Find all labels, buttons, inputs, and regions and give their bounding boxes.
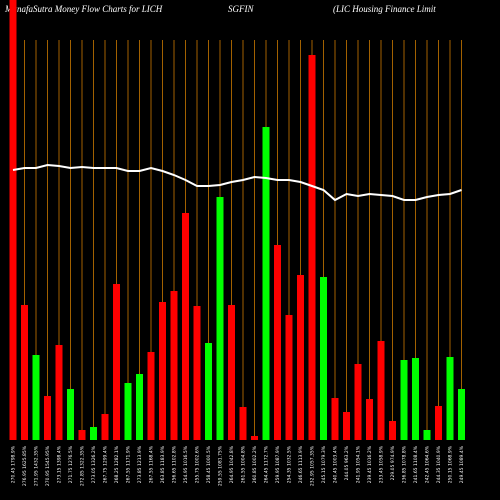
x-tick-label: 263.85 1183.9%	[160, 445, 166, 483]
bar	[182, 213, 189, 440]
x-tick-label: 259.55 1081.75%	[218, 445, 224, 486]
x-tick-label: 259.95 1087.9%	[275, 445, 281, 483]
bar	[228, 305, 235, 440]
bar	[412, 358, 419, 440]
bar	[9, 0, 17, 440]
bar	[55, 345, 63, 440]
bar	[193, 306, 201, 440]
x-tick-label: 272.85 1322.35%	[80, 445, 86, 486]
x-tick-label: 254.35 1032.5%	[287, 445, 293, 483]
price-line	[12, 163, 462, 202]
x-tick-label: 241.95 1054.1%	[356, 445, 362, 483]
bar	[147, 352, 155, 440]
bar	[435, 406, 442, 440]
chart-annotation: (LIC Housing Finance Limit	[333, 4, 436, 14]
bar	[354, 364, 362, 440]
bar	[274, 245, 281, 440]
x-tick-label: 271.95 1432.35%	[34, 445, 40, 486]
x-tick-label: 260.85 1002.2%	[252, 445, 258, 483]
bar	[124, 383, 132, 440]
bar	[113, 284, 120, 440]
x-tick-label: 254.95 1016.5%	[183, 445, 189, 483]
x-tick-label: 270.45 1798.9%	[11, 445, 17, 483]
bar	[308, 55, 316, 440]
bar	[285, 315, 293, 440]
bar	[377, 341, 385, 440]
x-tick-label: 267.75 1299.4%	[103, 445, 109, 483]
x-tick-label: 242.45 1064.6%	[425, 445, 431, 483]
x-tick-label: 244.35 1040.9%	[436, 445, 442, 483]
bar	[44, 396, 51, 440]
x-tick-label: 258.45 1000.5%	[206, 445, 212, 483]
bar	[423, 430, 431, 440]
x-tick-label: 250.15 1068.9%	[448, 445, 454, 483]
x-tick-label: 232.95 1057.35%	[310, 445, 316, 486]
x-tick-label: 255.75 1002.6%	[195, 445, 201, 483]
x-tick-label: 267.55 1171.9%	[126, 445, 132, 483]
x-tick-label: 240.45 1003.4%	[333, 445, 339, 483]
bar	[67, 389, 74, 440]
bar	[136, 374, 143, 440]
bar	[32, 355, 40, 440]
bar	[205, 343, 212, 440]
bar	[297, 275, 304, 440]
bar	[251, 436, 258, 440]
x-tick-label: 273.15 1398.4%	[57, 445, 63, 483]
bar	[262, 127, 270, 440]
x-tick-label: 236.85 1078.8%	[402, 445, 408, 483]
bar	[170, 291, 178, 440]
bar	[331, 398, 339, 440]
bar	[239, 407, 247, 440]
bar	[216, 197, 224, 440]
x-tick-label: 256.65 1102.8%	[172, 445, 178, 483]
x-tick-label: 239.45 1016.2%	[367, 445, 373, 483]
x-tick-label: 268.25 1282.1%	[114, 445, 120, 483]
bar	[389, 421, 396, 440]
x-tick-label: 249.45 1089.4%	[459, 445, 465, 483]
bar	[366, 399, 373, 440]
bar	[21, 305, 28, 440]
bar	[458, 389, 465, 440]
bar	[446, 357, 454, 440]
x-tick-label: 267.55 1168.4%	[149, 445, 155, 483]
x-tick-label: 229.05 974.9%	[390, 445, 396, 480]
x-tick-label: 270.95 1545.95%	[45, 445, 51, 486]
chart-subtitle: SGFIN	[228, 4, 254, 14]
bar	[101, 414, 109, 440]
x-tick-label: 233.45 1058.9%	[379, 445, 385, 483]
x-tick-label: 273.85 1213.9%	[137, 445, 143, 483]
bar	[343, 412, 350, 440]
x-tick-label: 264.45 1172.7%	[264, 445, 270, 483]
x-tick-label: 264.95 1042.8%	[229, 445, 235, 483]
bar	[78, 430, 86, 440]
bar	[90, 427, 97, 440]
bar	[159, 302, 166, 440]
x-tick-label: 261.55 1004.8%	[241, 445, 247, 483]
bar	[400, 360, 408, 440]
bar	[320, 277, 327, 440]
chart-title: MunafaSutra Money Flow Charts for LICH	[4, 4, 163, 14]
x-tick-label: 244.05 963.2%	[344, 445, 350, 480]
x-tick-label: 241.65 1108.4%	[413, 445, 419, 483]
x-tick-label: 276.95 1625.85%	[22, 445, 28, 486]
x-tick-label: 246.65 1113.9%	[298, 445, 304, 483]
x-tick-label: 271.75 1276.5%	[68, 445, 74, 483]
x-tick-label: 273.05 1326.2%	[91, 445, 97, 483]
x-tick-label: 245.15 1079.3%	[321, 445, 327, 483]
